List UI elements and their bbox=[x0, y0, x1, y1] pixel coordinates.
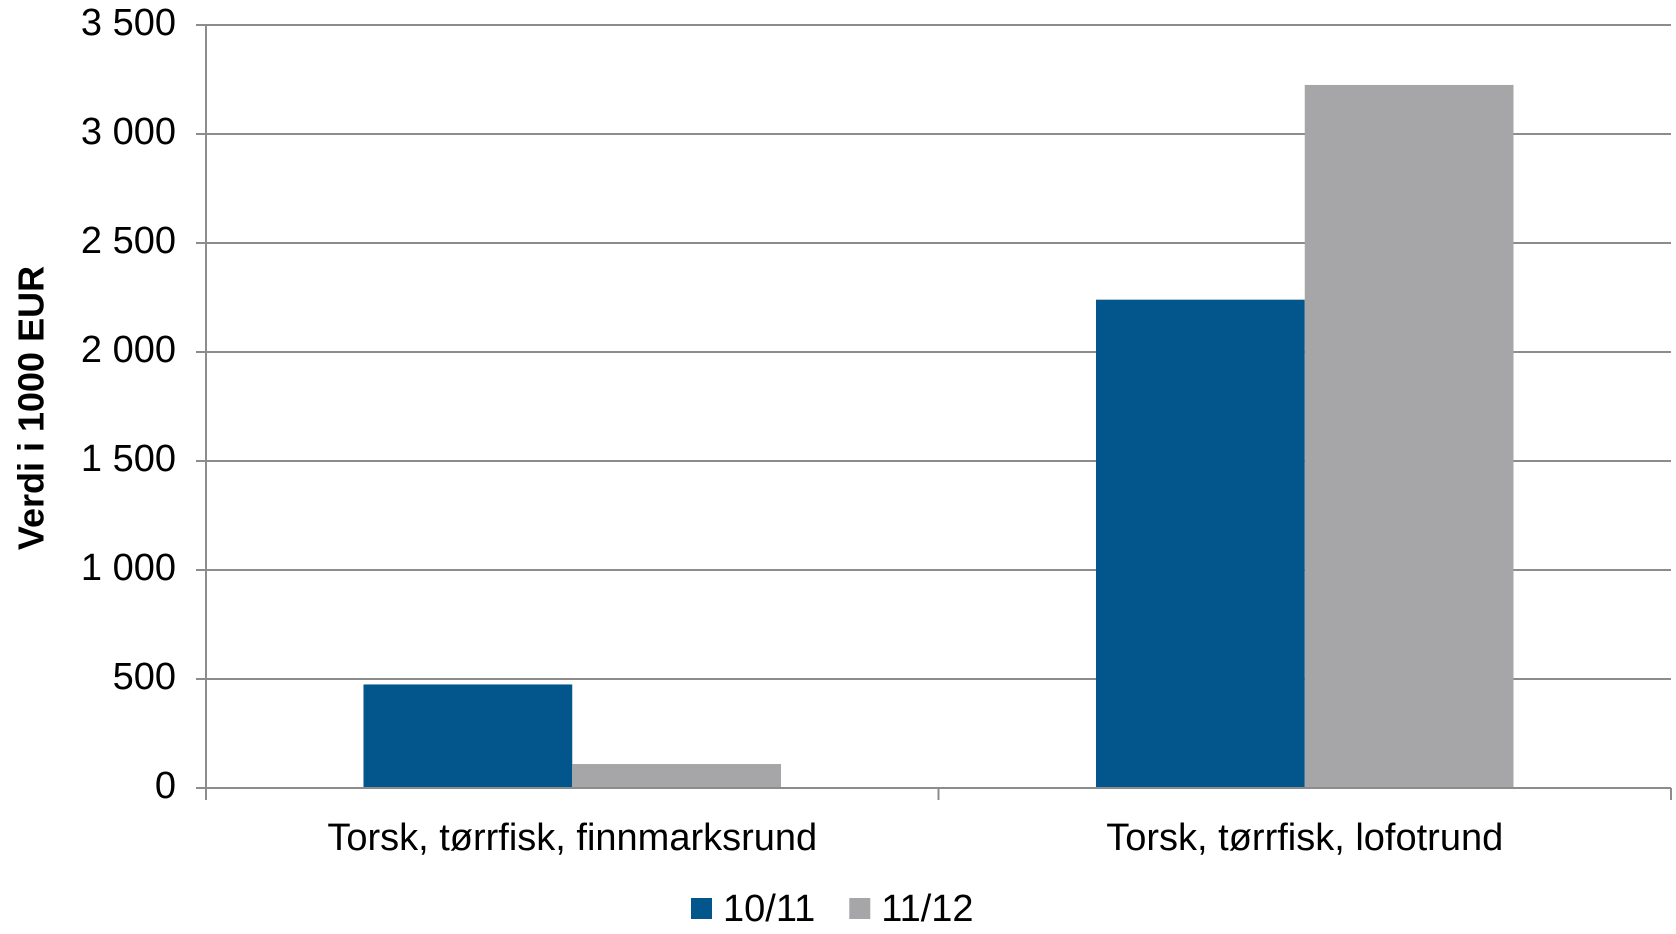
y-tick-label: 500 bbox=[113, 656, 176, 698]
legend-swatch bbox=[691, 898, 712, 919]
y-tick-label: 1 000 bbox=[81, 547, 176, 589]
bar bbox=[1095, 299, 1305, 788]
y-tick-label: 0 bbox=[155, 765, 176, 807]
legend-label: 10/11 bbox=[723, 888, 815, 930]
y-tick-label: 2 000 bbox=[81, 329, 176, 371]
bar bbox=[572, 764, 782, 788]
y-tick-label: 3 000 bbox=[81, 111, 176, 153]
bar bbox=[1304, 84, 1514, 788]
y-tick-label: 3 500 bbox=[81, 2, 176, 44]
x-tick-label: Torsk, tørrfisk, lofotrund bbox=[1106, 817, 1503, 859]
bar bbox=[363, 684, 573, 788]
y-tick-label: 2 500 bbox=[81, 220, 176, 262]
x-tick-label: Torsk, tørrfisk, finnmarksrund bbox=[327, 817, 817, 859]
y-tick-label: 1 500 bbox=[81, 438, 176, 480]
legend-label: 11/12 bbox=[881, 888, 973, 930]
y-axis-title: Verdi i 1000 EUR bbox=[11, 266, 52, 550]
legend-swatch bbox=[849, 898, 871, 919]
